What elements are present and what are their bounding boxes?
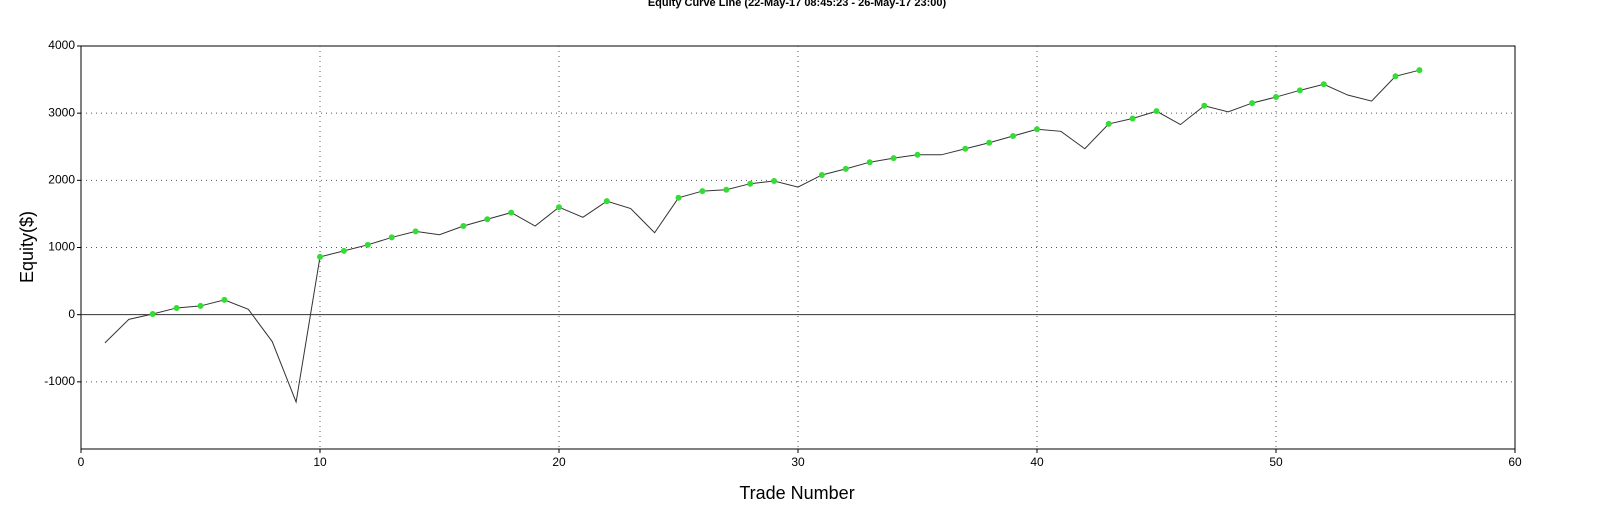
- x-tick-label: 50: [1269, 455, 1283, 469]
- y-tick-label: 1000: [48, 240, 75, 254]
- win-marker: [962, 145, 969, 152]
- win-marker: [556, 204, 562, 211]
- win-marker: [1320, 81, 1327, 88]
- y-tick-label: 0: [68, 307, 75, 321]
- win-marker: [1416, 67, 1423, 74]
- win-marker: [1034, 126, 1040, 133]
- win-marker: [197, 302, 204, 309]
- win-marker: [388, 234, 395, 241]
- win-marker: [1201, 102, 1208, 109]
- win-marker: [460, 223, 467, 230]
- win-marker: [1153, 108, 1160, 115]
- x-tick-label: 60: [1508, 455, 1522, 469]
- win-marker: [1105, 120, 1112, 127]
- win-marker: [484, 216, 491, 223]
- win-marker: [699, 188, 706, 195]
- win-marker: [1249, 100, 1256, 107]
- win-marker: [508, 209, 515, 216]
- y-tick-label: 3000: [48, 105, 75, 119]
- x-tick-label: 30: [791, 455, 805, 469]
- y-tick-label: 2000: [48, 173, 75, 187]
- win-marker: [747, 180, 754, 187]
- win-marker: [221, 296, 228, 303]
- y-tick-label: 4000: [48, 38, 75, 52]
- win-marker: [842, 165, 849, 172]
- win-marker: [317, 253, 323, 260]
- win-marker: [1296, 87, 1303, 94]
- win-marker: [675, 194, 682, 201]
- win-marker: [890, 155, 897, 162]
- x-tick-label: 40: [1030, 455, 1044, 469]
- win-marker: [412, 228, 419, 235]
- win-marker: [364, 241, 371, 248]
- win-marker: [818, 171, 825, 178]
- win-marker: [1010, 133, 1017, 140]
- x-tick-label: 0: [78, 455, 85, 469]
- win-marker: [1273, 94, 1279, 101]
- win-marker: [1392, 73, 1399, 80]
- win-marker: [866, 159, 873, 166]
- y-tick-label: -1000: [44, 374, 75, 388]
- y-axis-label: Equity($): [17, 211, 37, 283]
- win-marker: [603, 198, 610, 205]
- win-marker: [771, 178, 778, 185]
- win-marker: [914, 151, 921, 158]
- win-marker: [986, 139, 993, 146]
- win-marker: [340, 247, 347, 254]
- win-marker: [723, 186, 730, 193]
- win-marker: [173, 304, 180, 311]
- x-tick-label: 10: [313, 455, 327, 469]
- x-axis-label: Trade Number: [739, 483, 854, 503]
- x-tick-label: 20: [552, 455, 566, 469]
- win-marker: [1129, 115, 1136, 122]
- chart-title: Equity Curve Line (22-May-17 08:45:23 - …: [648, 0, 947, 9]
- win-marker: [149, 310, 156, 317]
- equity-line: [104, 69, 1420, 404]
